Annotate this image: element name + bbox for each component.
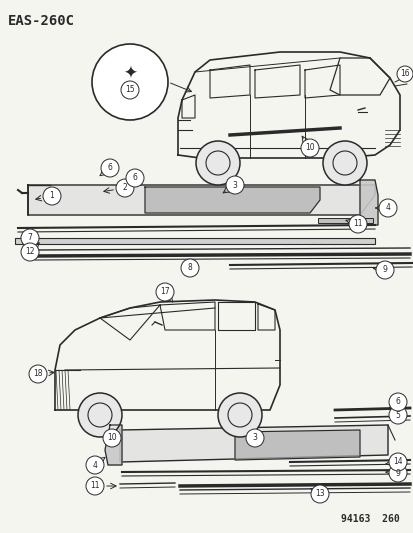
- Circle shape: [310, 485, 328, 503]
- Text: 8: 8: [187, 263, 192, 272]
- Text: 5: 5: [394, 410, 399, 419]
- Circle shape: [78, 393, 122, 437]
- Text: 4: 4: [93, 461, 97, 470]
- Circle shape: [195, 141, 240, 185]
- Polygon shape: [235, 430, 359, 460]
- Text: 2: 2: [122, 183, 127, 192]
- Circle shape: [388, 464, 406, 482]
- Circle shape: [121, 81, 139, 99]
- Circle shape: [29, 365, 47, 383]
- Circle shape: [388, 406, 406, 424]
- Text: ✦: ✦: [123, 65, 137, 83]
- Text: 13: 13: [314, 489, 324, 498]
- Circle shape: [103, 429, 121, 447]
- Circle shape: [92, 44, 168, 120]
- Circle shape: [86, 456, 104, 474]
- FancyBboxPatch shape: [317, 218, 372, 223]
- Circle shape: [396, 66, 412, 82]
- Circle shape: [21, 243, 39, 261]
- Circle shape: [86, 477, 104, 495]
- Circle shape: [300, 139, 318, 157]
- Text: 11: 11: [352, 220, 362, 229]
- Text: 14: 14: [392, 457, 402, 466]
- Circle shape: [378, 199, 396, 217]
- Circle shape: [388, 393, 406, 411]
- Text: 17: 17: [160, 287, 169, 296]
- Text: 7: 7: [28, 233, 32, 243]
- Circle shape: [156, 283, 173, 301]
- Text: 3: 3: [252, 433, 257, 442]
- Text: 12: 12: [25, 247, 35, 256]
- Text: 9: 9: [394, 469, 399, 478]
- Circle shape: [225, 176, 243, 194]
- Polygon shape: [105, 425, 122, 465]
- Circle shape: [116, 179, 134, 197]
- Circle shape: [180, 259, 199, 277]
- Text: 18: 18: [33, 369, 43, 378]
- Circle shape: [21, 229, 39, 247]
- Circle shape: [101, 159, 119, 177]
- Polygon shape: [359, 180, 377, 225]
- Circle shape: [388, 453, 406, 471]
- Circle shape: [322, 141, 366, 185]
- Text: 16: 16: [399, 69, 409, 78]
- Polygon shape: [145, 187, 319, 213]
- Circle shape: [126, 169, 144, 187]
- Text: EAS-260C: EAS-260C: [8, 14, 75, 28]
- Text: 3: 3: [232, 181, 237, 190]
- Text: 6: 6: [107, 164, 112, 173]
- Polygon shape: [28, 185, 374, 215]
- Text: 4: 4: [385, 204, 389, 213]
- Text: 9: 9: [382, 265, 387, 274]
- Text: 10: 10: [107, 433, 116, 442]
- Circle shape: [348, 215, 366, 233]
- Text: 6: 6: [132, 174, 137, 182]
- Text: 6: 6: [394, 398, 399, 407]
- Circle shape: [43, 187, 61, 205]
- Circle shape: [218, 393, 261, 437]
- Polygon shape: [120, 425, 387, 462]
- Text: 15: 15: [125, 85, 135, 94]
- Text: 11: 11: [90, 481, 100, 490]
- Text: 10: 10: [304, 143, 314, 152]
- Circle shape: [375, 261, 393, 279]
- Circle shape: [245, 429, 263, 447]
- Text: 1: 1: [50, 191, 54, 200]
- FancyBboxPatch shape: [15, 238, 374, 244]
- Text: 94163  260: 94163 260: [340, 514, 399, 524]
